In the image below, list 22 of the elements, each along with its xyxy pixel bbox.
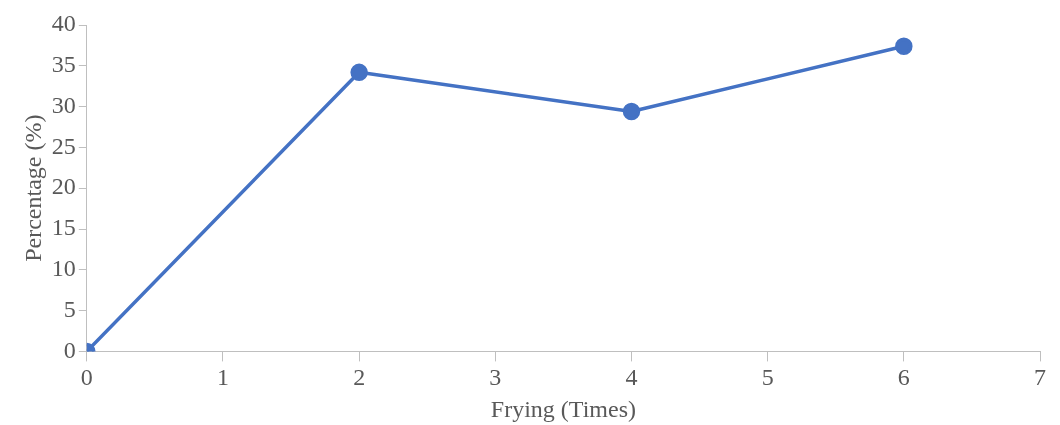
y-tick-label: 40 <box>51 10 76 37</box>
x-tick-label: 3 <box>489 364 502 391</box>
y-tick-label: 15 <box>51 214 76 241</box>
y-tick-label: 10 <box>51 255 76 282</box>
x-tick-label: 0 <box>80 364 93 391</box>
x-tick-label: 7 <box>1034 364 1046 391</box>
point <box>622 102 641 121</box>
y-tick-label: 0 <box>63 336 76 363</box>
x-tick-label: 4 <box>625 364 638 391</box>
point <box>350 63 368 82</box>
y-tick-label: 35 <box>51 51 76 78</box>
x-tick-label: 5 <box>761 364 774 391</box>
y-tick-label: 30 <box>51 91 76 118</box>
point <box>895 37 913 55</box>
y-tick-label: 5 <box>63 295 76 322</box>
x-axis-title: Frying (Times) <box>490 395 636 422</box>
x-tick-label: 2 <box>353 364 366 391</box>
y-axis-title: Percentage (%) <box>19 114 46 262</box>
x-tick-label: 6 <box>897 364 910 391</box>
x-tick-label: 1 <box>216 364 229 391</box>
y-tick-label: 25 <box>51 132 76 159</box>
y-tick-label: 20 <box>51 173 76 200</box>
